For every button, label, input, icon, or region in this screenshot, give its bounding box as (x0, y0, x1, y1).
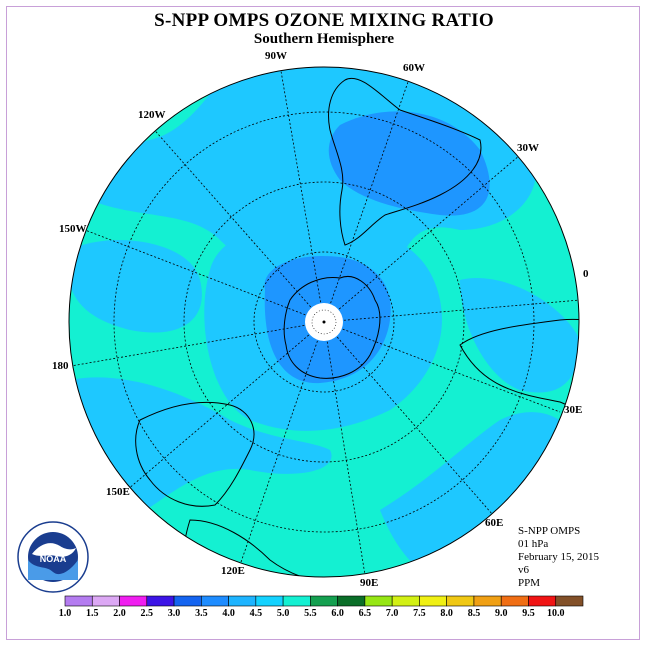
colorbar-swatch (282, 595, 311, 607)
colorbar-label: 2.5 (140, 608, 154, 619)
colorbar-label: 4.0 (222, 608, 235, 619)
map-boundary (68, 66, 580, 578)
colorbar-swatch (555, 595, 584, 607)
lon-label-180: 180 (52, 360, 69, 372)
colorbar-swatch (446, 595, 475, 607)
noaa-logo-text: NOAA (40, 554, 67, 564)
lon-label-90e: 90E (360, 577, 379, 589)
colorbar-swatch (473, 595, 502, 607)
map-title: S-NPP OMPS OZONE MIXING RATIO (154, 10, 494, 31)
colorbar-label: 8.5 (467, 608, 481, 619)
colorbar-swatch (364, 595, 393, 607)
lon-label-30w: 30W (517, 142, 539, 154)
lon-label-60e: 60E (485, 517, 504, 529)
colorbar-label: 3.0 (167, 608, 181, 619)
graticule (70, 70, 579, 576)
colorbar-swatch (255, 595, 284, 607)
colorbar-label: 5.0 (276, 608, 290, 619)
lon-label-30e: 30E (564, 404, 583, 416)
lon-label-120e: 120E (221, 565, 245, 577)
map-subtitle: Southern Hemisphere (253, 31, 395, 47)
colorbar-swatch (91, 595, 120, 607)
colorbar-swatch (337, 595, 366, 607)
lon-label-120w: 120W (138, 109, 166, 121)
colorbar-label: 7.5 (413, 608, 426, 619)
info-instrument: S-NPP OMPS (518, 525, 581, 537)
colorbar-label: 3.5 (195, 608, 208, 619)
colorbar-swatch (419, 595, 447, 607)
info-level: 01 hPa (518, 538, 549, 550)
australia-outline (135, 401, 255, 507)
field-band-high-southwest (70, 377, 332, 520)
colorbar-label: 1.5 (86, 608, 99, 619)
colorbar-label: 2.0 (113, 608, 126, 619)
colorbar-label: 1.0 (58, 608, 72, 619)
lon-label-150w: 150W (59, 223, 87, 235)
info-date: February 15, 2015 (518, 551, 599, 563)
info-units: PPM (518, 577, 541, 589)
colorbar-swatch (119, 595, 148, 607)
colorbar-label: 9.0 (494, 608, 508, 619)
colorbar-label: 5.5 (304, 608, 317, 619)
colorbar-label: 6.5 (358, 608, 372, 619)
lon-label-90w: 90W (265, 50, 287, 62)
colorbar-swatch (201, 595, 229, 607)
south-america-outline (328, 77, 482, 246)
noaa-logo: NOAA (16, 520, 90, 599)
field-band-high-west (69, 240, 202, 333)
colorbar-swatch (146, 595, 175, 607)
figure-frame (6, 6, 640, 640)
colorbar-label: 7.0 (385, 608, 399, 619)
info-version: v6 (518, 564, 529, 576)
colorbar-swatch (528, 595, 557, 607)
metadata-panel: S-NPP OMPS 01 hPa February 15, 2015 v6 P… (518, 525, 599, 590)
colorbar-label: 6.0 (331, 608, 344, 619)
lon-label-150e: 150E (106, 486, 130, 498)
colorbar-label: 8.0 (440, 608, 453, 619)
colorbar-swatch (64, 595, 93, 607)
colorbar-swatch (228, 595, 257, 607)
colorbar-swatch (391, 595, 420, 607)
colorbar-label: 4.5 (249, 608, 263, 619)
lon-label-60w: 60W (403, 62, 425, 74)
field-band-high-east (460, 278, 579, 393)
antarctica-outline (283, 276, 381, 379)
colorbar-swatch (173, 595, 202, 607)
colorbar-label: 10.0 (546, 608, 565, 619)
colorbar-label: 9.5 (522, 608, 535, 619)
colorbar-swatch (500, 595, 529, 607)
africa-outline (459, 318, 579, 421)
lon-label-0: 0 (583, 268, 589, 280)
colorbar-swatch (310, 595, 338, 607)
